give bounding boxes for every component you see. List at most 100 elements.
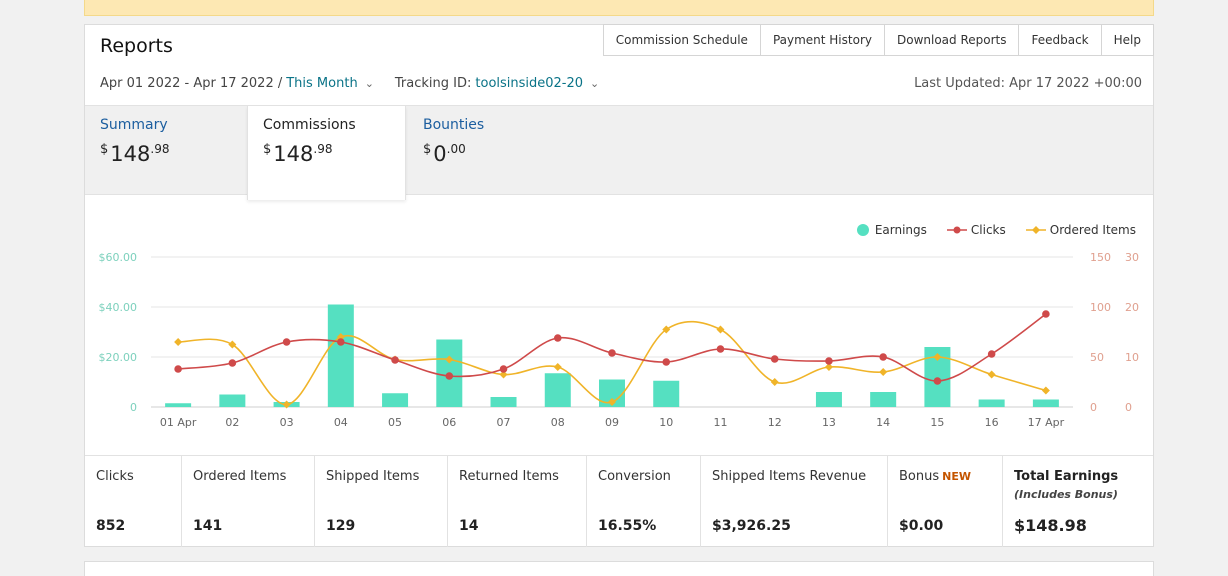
stat-total-earnings: Total Earnings (Includes Bonus) $148.98: [1003, 456, 1153, 547]
earnings-bar: [978, 399, 1005, 407]
ordered-items-point: [282, 400, 291, 409]
clicks-point: [228, 359, 237, 367]
earnings-dot-icon: [856, 224, 869, 236]
ordered-items-point: [770, 378, 779, 386]
filters-bar: Apr 01 2022 - Apr 17 2022 / This Month ⌄…: [100, 76, 620, 91]
clicks-point: [174, 365, 182, 373]
earnings-bar: [490, 397, 517, 407]
x-tick-label: 03: [280, 416, 294, 429]
x-tick-label: 14: [876, 416, 890, 429]
x-tick-label: 17 Apr: [1028, 416, 1065, 429]
y-ordered-tick-label: 0: [1125, 401, 1132, 414]
tab-commissions[interactable]: Commissions $ 148 .98: [247, 106, 406, 200]
earnings-chart: $60.00 150 30$40.00 100 20$20.00 50 100 0 001 Ap…: [99, 251, 1140, 429]
earnings-bar: [544, 373, 571, 407]
clicks-point: [879, 353, 887, 361]
tab-summary[interactable]: Summary $ 148 .98: [85, 106, 247, 196]
legend-ordered-items[interactable]: Ordered Items: [1025, 223, 1136, 237]
x-tick-label: 08: [551, 416, 565, 429]
ordered-items-point: [716, 325, 725, 334]
next-card: [84, 561, 1154, 576]
y-left-tick-label: $20.00: [99, 351, 138, 364]
commission-schedule-button[interactable]: Commission Schedule: [602, 24, 761, 56]
clicks-point: [716, 345, 725, 353]
stat-ordered-items: Ordered Items 141: [182, 456, 315, 547]
x-tick-label: 07: [497, 416, 511, 429]
earnings-bar: [1032, 399, 1059, 407]
x-tick-label: 04: [334, 416, 348, 429]
y-left-tick-label: $40.00: [99, 301, 138, 314]
tracking-id-dropdown[interactable]: toolsinside02-20: [475, 76, 584, 91]
reports-card: Reports Commission Schedule Payment Hist…: [84, 24, 1154, 547]
y-clicks-tick-label: 50: [1090, 351, 1104, 364]
earnings-bar: [815, 392, 842, 407]
stat-conversion: Conversion 16.55%: [587, 456, 701, 547]
clicks-point: [553, 334, 562, 342]
x-tick-label: 10: [659, 416, 673, 429]
stat-value: 14: [459, 518, 479, 534]
tab-label: Bounties: [423, 117, 485, 133]
stat-label: Shipped Items: [326, 469, 420, 484]
amount-whole: 148: [110, 142, 151, 166]
ordered-items-point: [1041, 386, 1050, 395]
clicks-point: [770, 355, 779, 363]
stat-returned-items: Returned Items 14: [448, 456, 587, 547]
amount-cents: .00: [446, 142, 466, 156]
stat-label: Returned Items: [459, 469, 559, 484]
ordered-items-point: [174, 338, 183, 346]
help-button[interactable]: Help: [1101, 24, 1154, 56]
stat-value: $148.98: [1014, 516, 1087, 535]
stat-value: 141: [193, 518, 223, 534]
ordered-items-point: [662, 325, 671, 334]
clicks-point: [825, 357, 833, 365]
stat-value: $0.00: [899, 518, 944, 534]
y-ordered-tick-label: 30: [1125, 251, 1139, 264]
legend-earnings[interactable]: Earnings: [856, 223, 927, 237]
legend-clicks[interactable]: Clicks: [946, 223, 1006, 237]
tab-value: $ 148 .98: [100, 142, 232, 166]
y-ordered-tick-label: 20: [1125, 301, 1139, 314]
clicks-point: [662, 358, 671, 366]
clicks-line-icon: [946, 226, 967, 234]
ordered-items-point: [553, 363, 562, 371]
ordered-items-line-icon: [1025, 226, 1046, 234]
legend-label: Earnings: [874, 223, 927, 237]
amount-cents: .98: [150, 142, 170, 156]
earnings-bar: [165, 403, 192, 407]
chevron-down-icon[interactable]: ⌄: [364, 77, 374, 90]
chevron-down-icon[interactable]: ⌄: [590, 77, 600, 90]
clicks-point: [499, 365, 508, 373]
clicks-point: [445, 372, 454, 380]
tab-bounties[interactable]: Bounties $ 0 .00: [408, 106, 558, 196]
y-left-tick-label: 0: [130, 401, 137, 414]
feedback-button[interactable]: Feedback: [1019, 24, 1102, 56]
x-tick-label: 15: [930, 416, 944, 429]
legend-label: Ordered Items: [1049, 223, 1136, 237]
clicks-point: [282, 338, 291, 346]
ordered-items-point: [499, 370, 508, 379]
ordered-items-point: [933, 353, 942, 361]
ordered-items-point: [445, 355, 454, 364]
period-dropdown[interactable]: This Month: [286, 76, 358, 91]
stat-value: 852: [96, 518, 126, 534]
stats-bar: Clicks 852 Ordered Items 141 Shipped Ite…: [85, 455, 1153, 547]
report-tabs: Summary $ 148 .98 Commissions $ 148 .98 …: [85, 105, 1153, 200]
stat-label: Clicks: [96, 469, 134, 484]
stat-shipped-items: Shipped Items 129: [315, 456, 448, 547]
download-reports-button[interactable]: Download Reports: [884, 24, 1020, 56]
ordered-items-point: [987, 370, 996, 379]
x-tick-label: 06: [442, 416, 456, 429]
y-left-tick-label: $60.00: [99, 251, 138, 264]
new-badge: NEW: [942, 470, 971, 483]
clicks-point: [1042, 310, 1050, 318]
y-clicks-tick-label: 150: [1090, 251, 1111, 264]
bonus-label: Bonus: [899, 469, 940, 484]
payment-history-button[interactable]: Payment History: [760, 24, 885, 56]
tab-label: Summary: [100, 117, 168, 133]
top-nav: Commission Schedule Payment History Down…: [602, 24, 1154, 56]
stat-clicks: Clicks 852: [85, 456, 182, 547]
earnings-bar: [327, 304, 354, 407]
amount-whole: 0: [433, 142, 447, 166]
stat-shipped-revenue: Shipped Items Revenue $3,926.25: [701, 456, 888, 547]
clicks-point: [391, 356, 399, 364]
